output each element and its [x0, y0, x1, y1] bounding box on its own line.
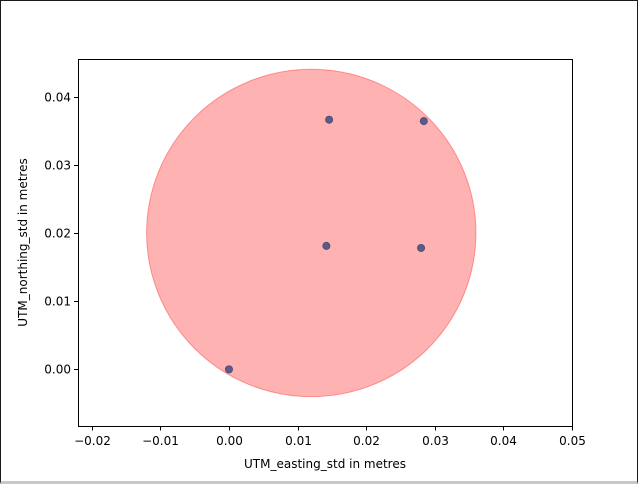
scatter-point	[224, 365, 233, 374]
y-tick-label: 0.03	[44, 159, 71, 173]
y-tick-label: 0.01	[44, 295, 71, 309]
y-tick-label: 0.02	[44, 227, 71, 241]
x-tick-label: −0.02	[74, 434, 111, 448]
scatter-point	[325, 115, 334, 124]
x-tick-label: 0.02	[353, 434, 380, 448]
scatter-point	[322, 241, 331, 250]
x-tick-label: 0.00	[216, 434, 243, 448]
radius-circle	[146, 68, 477, 398]
scatter-point	[417, 243, 426, 252]
plot-frame	[78, 59, 573, 427]
x-tick-label: 0.03	[422, 434, 449, 448]
y-axis-label: UTM_northing_std in metres	[16, 158, 30, 326]
x-tick-label: 0.01	[285, 434, 312, 448]
y-tick-label: 0.04	[44, 91, 71, 105]
x-tick-label: 0.05	[559, 434, 586, 448]
scatter-point	[419, 117, 428, 126]
y-tick-label: 0.00	[44, 363, 71, 377]
x-tick-label: 0.04	[490, 434, 517, 448]
point-layer	[224, 115, 428, 374]
circle-layer	[146, 68, 477, 398]
x-axis-label: UTM_easting_std in metres	[244, 457, 406, 471]
y-axis: 0.00 0.01 0.02 0.03 0.04	[44, 91, 79, 377]
x-axis: −0.02 −0.01 0.00 0.01 0.02 0.03 0.04 0.05	[74, 426, 586, 448]
x-tick-label: −0.01	[142, 434, 179, 448]
